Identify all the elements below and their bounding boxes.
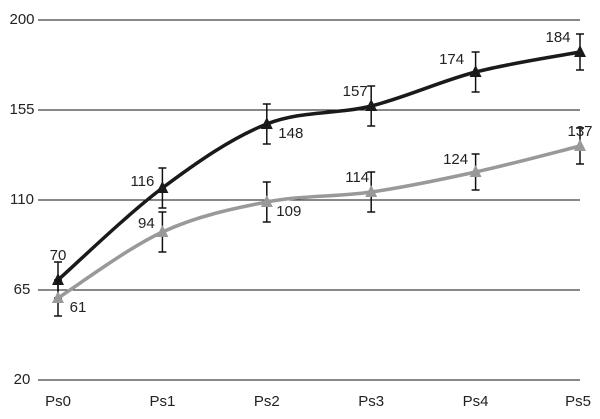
marker: [469, 65, 482, 77]
y-tick-label: 65: [14, 281, 31, 298]
data-label: 61: [70, 299, 87, 316]
x-tick-label: Ps4: [463, 393, 489, 410]
data-label: 124: [443, 151, 468, 168]
data-label: 148: [278, 125, 303, 142]
y-tick-label: 20: [14, 371, 31, 388]
data-label: 94: [138, 215, 155, 232]
y-tick-label: 155: [9, 101, 34, 118]
marker: [365, 185, 378, 197]
marker: [365, 99, 378, 111]
marker: [260, 117, 273, 129]
y-tick-label: 110: [10, 191, 34, 208]
marker: [52, 291, 64, 303]
marker: [260, 195, 273, 207]
data-label: 157: [343, 83, 368, 100]
x-tick-label: Ps3: [358, 393, 384, 410]
marker: [574, 45, 586, 57]
x-tick-label: Ps1: [149, 393, 175, 410]
data-label: 184: [545, 29, 570, 46]
data-label: 114: [345, 169, 369, 186]
x-tick-label: Ps5: [565, 393, 591, 410]
series-line: [56, 50, 581, 282]
marker: [156, 181, 169, 193]
x-tick-label: Ps2: [254, 393, 280, 410]
marker: [469, 165, 482, 177]
marker: [574, 139, 586, 151]
data-label: 174: [439, 51, 464, 68]
marker: [52, 273, 64, 285]
data-label: 137: [567, 123, 592, 140]
marker: [156, 225, 169, 237]
data-label: 116: [130, 173, 154, 190]
y-tick-label: 200: [9, 11, 34, 28]
data-label: 109: [276, 203, 301, 220]
x-tick-label: Ps0: [45, 393, 71, 410]
data-label: 70: [50, 247, 67, 264]
series-line: [57, 144, 581, 300]
